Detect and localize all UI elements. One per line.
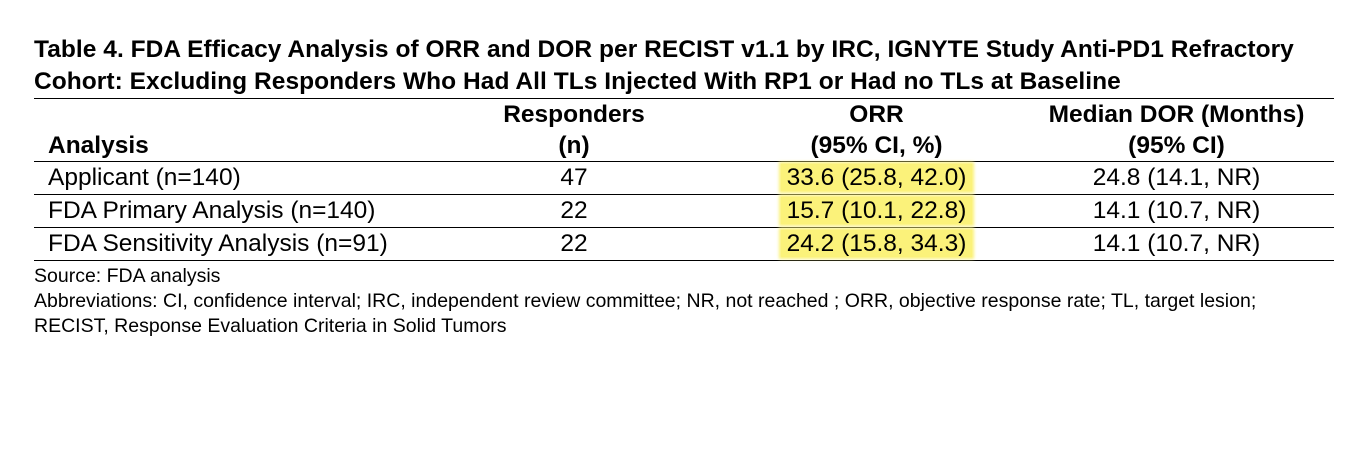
header-analysis-label: Analysis (48, 132, 149, 159)
header-dor: Median DOR (Months) (95% CI) (1019, 99, 1334, 162)
table-row: Applicant (n=140) 47 33.6 (25.8, 42.0) 2… (34, 162, 1334, 195)
abbreviations-note: Abbreviations: CI, confidence interval; … (34, 290, 1257, 337)
table-row: FDA Sensitivity Analysis (n=91) 22 24.2 … (34, 228, 1334, 261)
header-analysis: Analysis (34, 99, 414, 162)
highlighted-orr-value: 33.6 (25.8, 42.0) (780, 164, 973, 191)
cell-analysis: Applicant (n=140) (48, 164, 241, 191)
header-responders-line1: Responders (503, 101, 645, 128)
header-row: Analysis Responders (n) ORR (95% CI, %) … (34, 98, 1334, 162)
cell-responders: 47 (560, 164, 588, 191)
cell-orr: 24.2 (15.8, 34.3) (734, 228, 1019, 261)
header-responders-line2: (n) (558, 132, 590, 159)
highlighted-orr-value: 15.7 (10.1, 22.8) (780, 197, 973, 224)
header-dor-line2: (95% CI) (1128, 132, 1225, 159)
cell-dor: 14.1 (10.7, NR) (1092, 197, 1261, 224)
cell-dor: 24.8 (14.1, NR) (1092, 164, 1261, 191)
efficacy-table: Analysis Responders (n) ORR (95% CI, %) … (34, 98, 1334, 261)
table-row: FDA Primary Analysis (n=140) 22 15.7 (10… (34, 195, 1334, 228)
table-notes: Source: FDA analysis Abbreviations: CI, … (34, 264, 1334, 339)
cell-responders: 22 (560, 230, 588, 257)
table-body: Applicant (n=140) 47 33.6 (25.8, 42.0) 2… (34, 162, 1334, 261)
source-note: Source: FDA analysis (34, 265, 221, 287)
table-header: Analysis Responders (n) ORR (95% CI, %) … (34, 98, 1334, 162)
cell-dor: 14.1 (10.7, NR) (1092, 230, 1261, 257)
cell-analysis: FDA Primary Analysis (n=140) (48, 197, 376, 224)
header-responders: Responders (n) (414, 99, 734, 162)
document-page: Table 4. FDA Efficacy Analysis of ORR an… (34, 34, 1334, 339)
highlighted-orr-value: 24.2 (15.8, 34.3) (780, 230, 973, 257)
header-dor-line1: Median DOR (Months) (1048, 101, 1305, 128)
cell-orr: 33.6 (25.8, 42.0) (734, 162, 1019, 195)
header-orr: ORR (95% CI, %) (734, 99, 1019, 162)
cell-orr: 15.7 (10.1, 22.8) (734, 195, 1019, 228)
header-orr-line1: ORR (849, 101, 904, 128)
header-orr-line2: (95% CI, %) (810, 132, 943, 159)
table-title: Table 4. FDA Efficacy Analysis of ORR an… (34, 36, 1294, 95)
cell-analysis: FDA Sensitivity Analysis (n=91) (48, 230, 388, 257)
cell-responders: 22 (560, 197, 588, 224)
